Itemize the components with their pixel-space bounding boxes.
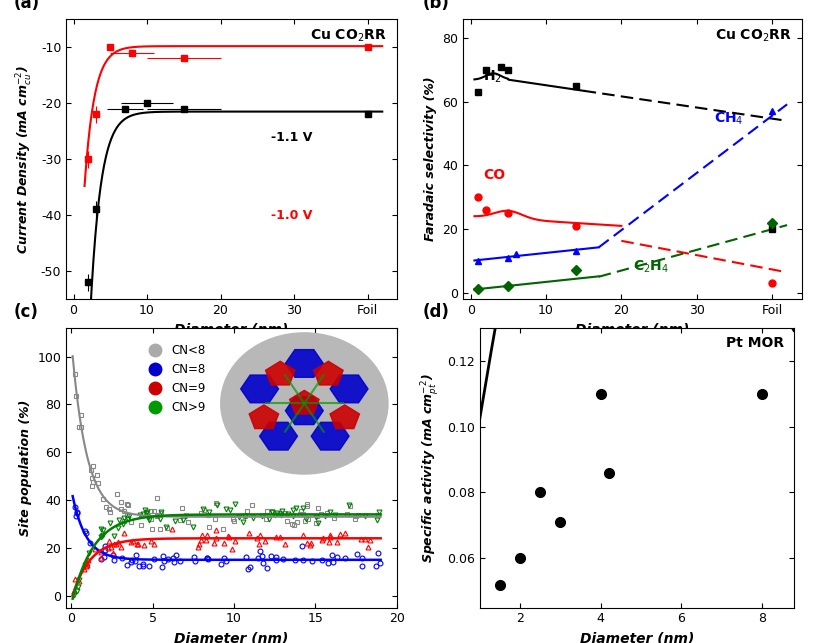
Legend: CN<8, CN=8, CN=9, CN>9: CN<8, CN=8, CN=9, CN>9 — [138, 340, 210, 419]
Text: (a): (a) — [13, 0, 40, 12]
X-axis label: Diameter (nm): Diameter (nm) — [576, 322, 690, 336]
Text: Cu CO$_2$RR: Cu CO$_2$RR — [715, 28, 792, 44]
Text: -1.1 V: -1.1 V — [271, 131, 313, 144]
Text: (c): (c) — [13, 303, 38, 321]
Text: (b): (b) — [423, 0, 449, 12]
Y-axis label: Faradaic selectivity (%): Faradaic selectivity (%) — [423, 77, 437, 242]
Text: C$_2$H$_4$: C$_2$H$_4$ — [633, 259, 669, 275]
Y-axis label: Specific activity (mA cm$^{-2}_{pt}$): Specific activity (mA cm$^{-2}_{pt}$) — [419, 373, 442, 563]
X-axis label: Diameter (nm): Diameter (nm) — [174, 631, 289, 643]
Text: H$_2$: H$_2$ — [484, 69, 503, 86]
X-axis label: Diameter (nm): Diameter (nm) — [580, 631, 694, 643]
Text: CH$_4$: CH$_4$ — [714, 111, 743, 127]
Y-axis label: Current Density (mA cm$^{-2}_{cu}$): Current Density (mA cm$^{-2}_{cu}$) — [15, 64, 36, 254]
Text: Cu CO$_2$RR: Cu CO$_2$RR — [310, 28, 387, 44]
Text: CO: CO — [484, 168, 505, 182]
Text: (d): (d) — [423, 303, 450, 321]
Y-axis label: Site population (%): Site population (%) — [19, 399, 32, 536]
X-axis label: Diameter (nm): Diameter (nm) — [174, 322, 289, 336]
Text: -1.0 V: -1.0 V — [271, 210, 313, 222]
Text: Pt MOR: Pt MOR — [726, 336, 785, 350]
